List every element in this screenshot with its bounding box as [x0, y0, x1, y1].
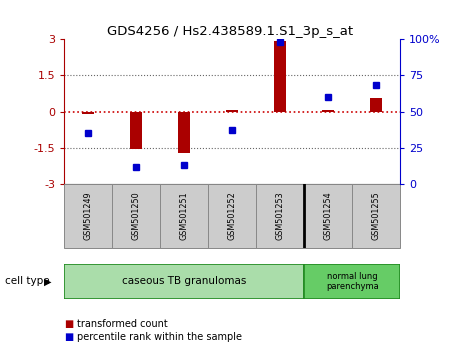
Text: GSM501250: GSM501250	[132, 192, 140, 240]
Bar	[369, 98, 381, 112]
Bar	[208, 184, 256, 248]
Text: transformed count: transformed count	[77, 319, 168, 329]
Bar	[352, 184, 399, 248]
Text: ■: ■	[64, 332, 73, 342]
Bar	[112, 184, 160, 248]
Text: cell type: cell type	[5, 276, 49, 286]
Text: ▶: ▶	[44, 276, 51, 286]
Bar	[303, 184, 352, 248]
Text: GSM501252: GSM501252	[227, 192, 236, 240]
Text: GDS4256 / Hs2.438589.1.S1_3p_s_at: GDS4256 / Hs2.438589.1.S1_3p_s_at	[106, 25, 353, 38]
Text: GSM501253: GSM501253	[275, 192, 284, 240]
Text: GSM501254: GSM501254	[323, 192, 332, 240]
Bar	[64, 264, 303, 299]
Text: GSM501249: GSM501249	[84, 192, 93, 240]
Text: normal lung
parenchyma: normal lung parenchyma	[325, 272, 378, 291]
Bar	[178, 112, 190, 153]
Bar	[274, 41, 285, 112]
Bar	[82, 112, 94, 114]
Bar	[256, 184, 303, 248]
Bar	[226, 110, 238, 112]
Text: GSM501255: GSM501255	[371, 192, 380, 240]
Text: caseous TB granulomas: caseous TB granulomas	[122, 276, 246, 286]
Bar	[64, 184, 112, 248]
Bar	[160, 184, 208, 248]
Bar	[303, 264, 399, 299]
Text: GSM501251: GSM501251	[179, 192, 188, 240]
Text: percentile rank within the sample: percentile rank within the sample	[77, 332, 242, 342]
Text: ■: ■	[64, 319, 73, 329]
Bar	[130, 112, 142, 149]
Bar	[322, 110, 334, 112]
